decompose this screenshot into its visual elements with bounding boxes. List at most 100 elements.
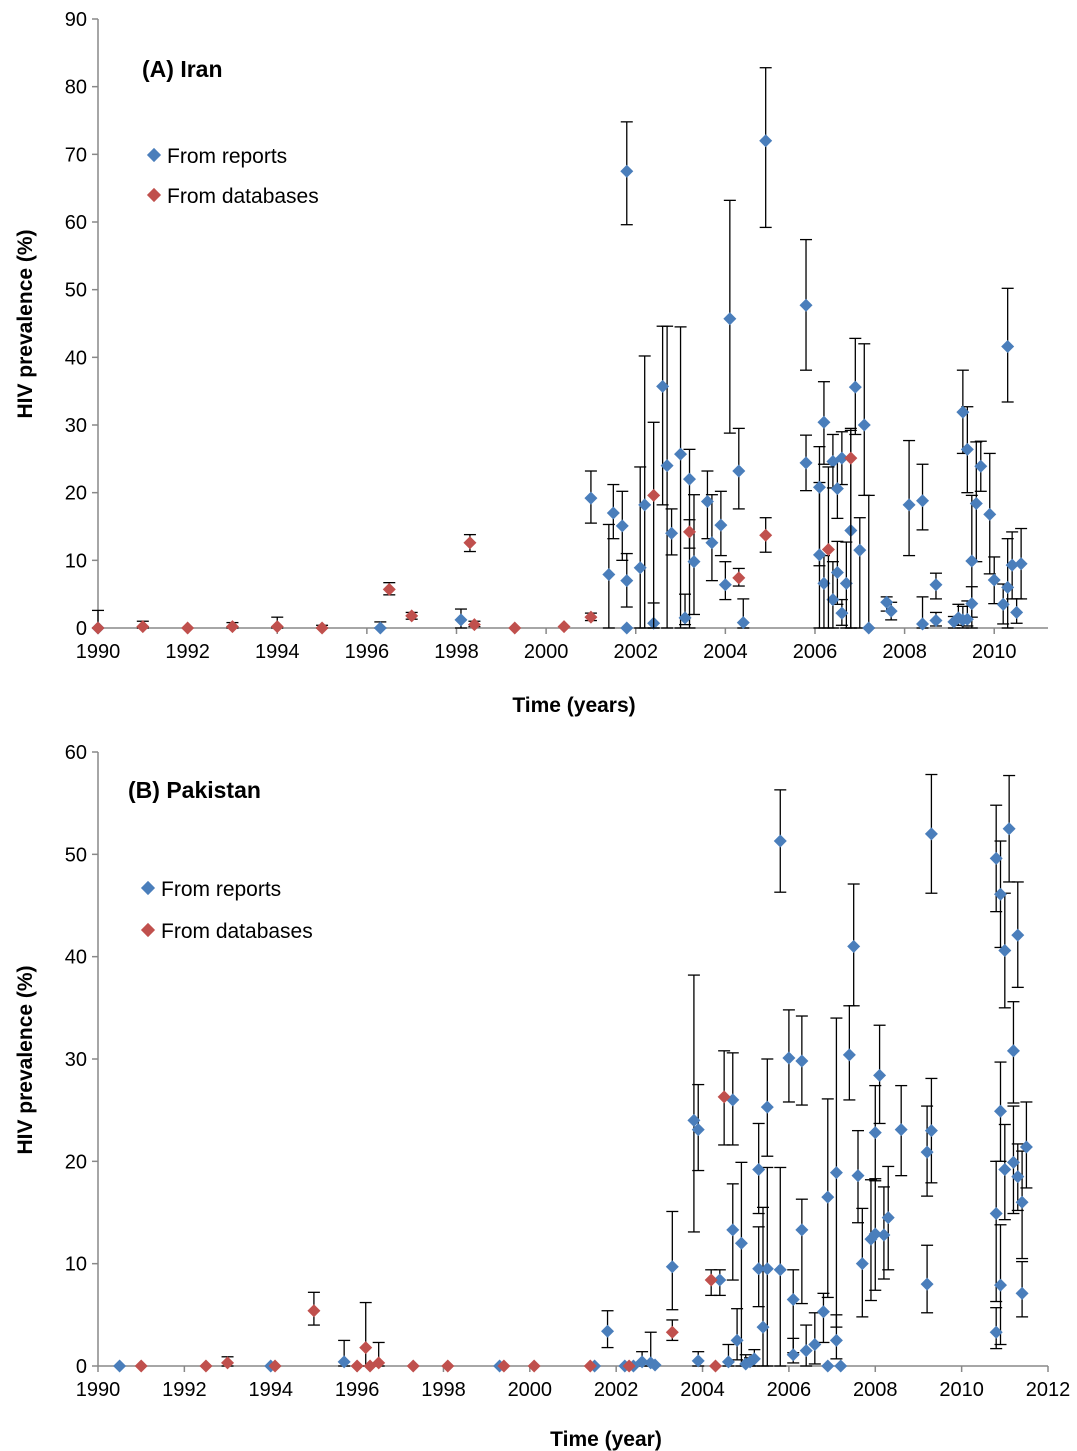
data-point (1001, 580, 1015, 594)
data-point (998, 1163, 1012, 1177)
data-point (877, 1228, 891, 1242)
data-point (181, 621, 195, 635)
data-point (848, 380, 862, 394)
y-tick-label: 0 (76, 618, 87, 640)
data-point (989, 1207, 1003, 1221)
data-point (708, 1359, 723, 1373)
data-point (373, 621, 387, 635)
data-point (868, 1227, 882, 1241)
data-point (648, 1358, 662, 1372)
data-point (665, 526, 679, 540)
data-point (405, 609, 419, 623)
series-databases (91, 421, 858, 635)
data-point (844, 451, 858, 465)
data-point (756, 1320, 770, 1334)
data-point (873, 1068, 887, 1082)
data-point (965, 554, 979, 568)
data-point (857, 418, 871, 432)
y-tick-label: 60 (65, 212, 87, 234)
x-tick-label: 1994 (248, 1379, 293, 1401)
data-point (441, 1359, 455, 1373)
data-point (835, 451, 849, 465)
data-point (956, 405, 970, 419)
data-point (993, 887, 1008, 901)
data-point (960, 442, 974, 456)
data-point (736, 616, 750, 630)
data-point (868, 1126, 882, 1140)
data-point (821, 1190, 835, 1204)
data-point (683, 525, 697, 539)
data-point (1011, 1170, 1025, 1184)
data-point (847, 939, 861, 953)
data-point (880, 595, 894, 609)
data-point (862, 621, 876, 635)
y-tick-label: 10 (65, 550, 87, 572)
data-point (615, 519, 629, 533)
data-point (916, 494, 930, 508)
data-point (705, 536, 719, 550)
data-point (929, 578, 943, 592)
data-point (1002, 822, 1016, 836)
data-point (1005, 558, 1019, 572)
y-tick-label: 30 (65, 415, 87, 437)
data-point (683, 472, 697, 486)
data-point (916, 617, 930, 631)
data-point (584, 610, 598, 624)
data-point (1006, 1155, 1020, 1169)
data-point (989, 1325, 1003, 1339)
data-point (884, 604, 898, 618)
data-point (821, 543, 835, 557)
data-point (1014, 557, 1028, 571)
data-point (920, 1277, 934, 1291)
x-tick-label: 1990 (76, 641, 121, 663)
data-point (270, 620, 284, 634)
y-tick-label: 90 (65, 9, 87, 31)
data-point (584, 491, 598, 505)
data-point (691, 1354, 705, 1368)
data-point (467, 618, 481, 632)
x-tick-label: 1994 (255, 641, 300, 663)
panel-iran: (A) Iran Time (years) HIV prevalence (%)… (14, 9, 1048, 717)
data-point (113, 1359, 127, 1373)
data-point (799, 1344, 813, 1358)
x-tick-label: 2004 (703, 641, 748, 663)
data-point (795, 1223, 809, 1237)
data-point (732, 571, 746, 585)
data-point (965, 597, 979, 611)
data-point (993, 1104, 1008, 1118)
legend: From reports From databases (140, 878, 313, 943)
data-point (752, 1262, 766, 1276)
data-point (406, 1359, 420, 1373)
data-point (902, 498, 916, 512)
data-point (1001, 340, 1015, 354)
data-point (718, 578, 732, 592)
x-tick-label: 1992 (165, 641, 210, 663)
x-tick-label: 2000 (508, 1379, 553, 1401)
legend-marker-databases (146, 187, 162, 203)
data-point (817, 576, 831, 590)
y-tick-label: 30 (65, 1049, 87, 1071)
data-point (773, 1263, 787, 1277)
data-point (920, 1145, 934, 1159)
legend-label-reports: From reports (161, 878, 281, 901)
y-tick-label: 20 (65, 1151, 87, 1173)
series-reports (113, 773, 1033, 1373)
data-point (816, 1305, 830, 1319)
data-point (855, 1257, 869, 1271)
x-tick-label: 1998 (434, 641, 479, 663)
x-tick-label: 2006 (793, 641, 838, 663)
data-point (678, 611, 692, 625)
data-point (759, 528, 773, 542)
x-tick-label: 2002 (613, 641, 658, 663)
data-point (647, 488, 661, 502)
data-point (759, 134, 773, 148)
data-point (704, 1273, 718, 1287)
data-point (760, 1262, 774, 1276)
data-point (1011, 928, 1025, 942)
y-tick-label: 0 (76, 1356, 87, 1378)
data-point (989, 851, 1003, 865)
data-point (894, 1123, 908, 1137)
data-point (359, 1341, 373, 1355)
data-point (136, 620, 150, 634)
